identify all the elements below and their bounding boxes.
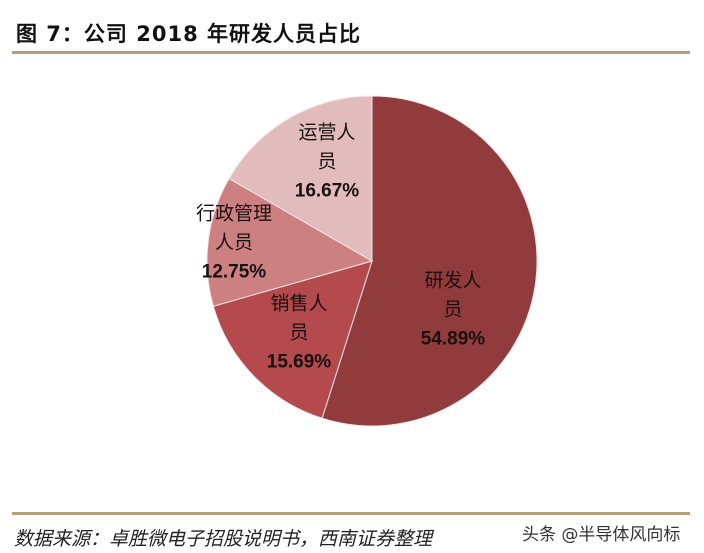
figure-title: 图 7：公司 2018 年研发人员占比 bbox=[16, 22, 361, 46]
slice-rd bbox=[321, 95, 538, 427]
source-note: 数据来源：卓胜微电子招股说明书，西南证券整理 bbox=[14, 528, 433, 550]
top-divider bbox=[12, 51, 690, 54]
watermark: 头条 @半导体风向标 bbox=[522, 525, 681, 545]
slice-name: 研发人员 bbox=[424, 269, 482, 321]
slice-value: 16.67% bbox=[294, 180, 360, 202]
slice-admin bbox=[206, 177, 374, 307]
bottom-divider bbox=[12, 512, 690, 515]
slice-value: 54.89% bbox=[420, 328, 486, 350]
slice-label-ops: 运营人员 16.67% bbox=[291, 119, 363, 206]
slice-label-sales: 销售人员 15.69% bbox=[263, 290, 335, 377]
slice-name: 运营人员 bbox=[298, 121, 356, 173]
slice-value: 15.69% bbox=[266, 351, 332, 373]
slice-label-rd: 研发人员 54.89% bbox=[417, 267, 489, 354]
slice-name: 销售人员 bbox=[270, 292, 328, 344]
slice-value: 12.75% bbox=[201, 261, 267, 283]
slice-sales bbox=[212, 260, 373, 419]
slice-label-admin: 行政管理人员 12.75% bbox=[195, 200, 273, 287]
slice-ops bbox=[228, 95, 373, 262]
slice-name: 行政管理人员 bbox=[195, 202, 272, 254]
